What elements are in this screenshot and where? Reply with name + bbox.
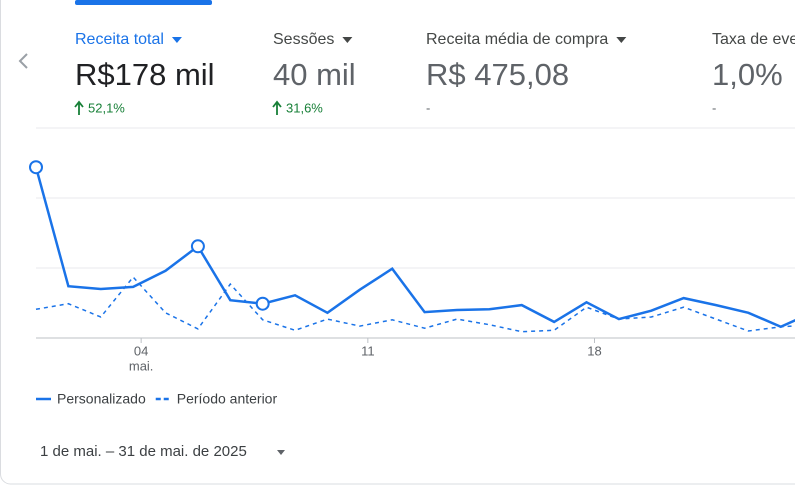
date-dropdown[interactable] <box>277 450 285 455</box>
tab-change: 31,6% <box>286 100 323 115</box>
tab-dropdown <box>171 37 182 43</box>
tab-value: 1,0% <box>712 57 783 92</box>
tab-indicator <box>75 0 212 5</box>
x-tick-label: 11 <box>361 343 375 358</box>
tab-change: 52,1% <box>88 100 125 115</box>
tab-label[interactable]: Receita total <box>75 31 164 48</box>
plot-area <box>29 160 795 333</box>
line-dashed <box>35 275 795 333</box>
tab-change: - <box>712 100 716 115</box>
tab-change: - <box>426 100 430 115</box>
tab-label[interactable]: Sessões <box>273 31 334 48</box>
prev-chevron[interactable] <box>18 53 28 69</box>
tab-dropdown <box>342 37 353 43</box>
x-tick-label: 04 <box>134 343 148 358</box>
point-marker <box>255 296 270 311</box>
tab-label[interactable]: Receita média de compra <box>426 31 608 48</box>
tab-value: R$ 475,08 <box>426 57 569 92</box>
point-marker <box>29 160 43 175</box>
legend-label: Período anterior <box>177 391 278 407</box>
tab-value: R$178 mil <box>75 57 215 92</box>
date-range[interactable]: 1 de mai. – 31 de mai. de 2025 <box>40 443 247 460</box>
tab-label[interactable]: Taxa de eve <box>712 31 795 48</box>
x-tick-label: 18 <box>587 343 601 358</box>
legend-label: Personalizado <box>57 391 146 407</box>
x-month-label: mai. <box>129 358 154 373</box>
point-marker <box>190 239 205 254</box>
line <box>34 166 795 329</box>
tab-value: 40 mil <box>273 57 356 92</box>
up-arrow <box>272 100 282 115</box>
tab-dropdown <box>616 37 627 43</box>
up-arrow <box>74 100 84 115</box>
